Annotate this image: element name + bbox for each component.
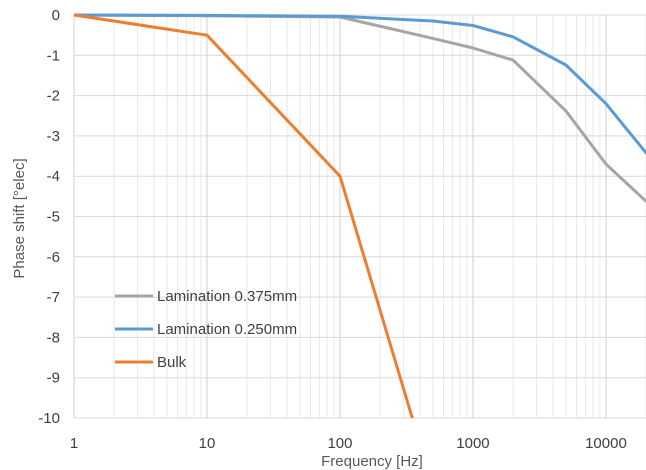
series-line-lamination-0-375mm	[74, 13, 646, 203]
legend: Lamination 0.375mm Lamination 0.250mm Bulk	[115, 288, 297, 371]
tick-labels: 0 -1 -2 -3 -4 -5 -6 -7 -8 -9 -10 1 10 100 1000 10000	[38, 7, 627, 452]
y-tick-label: -9	[47, 370, 60, 387]
y-tick-label: -3	[47, 128, 60, 145]
series-line-lamination-0-250mm	[74, 13, 646, 155]
x-tick-label: 10000	[585, 435, 627, 452]
x-axis-title: Frequency [Hz]	[321, 453, 423, 470]
y-axis-title: Phase shift [°elec]	[11, 158, 28, 278]
x-tick-label: 10	[199, 435, 216, 452]
y-tick-label: -4	[47, 168, 60, 185]
y-tick-label: -1	[47, 47, 60, 64]
y-tick-label: -10	[38, 410, 60, 427]
y-tick-label: -6	[47, 249, 60, 266]
y-tick-label: -5	[47, 209, 60, 226]
x-tick-label: 1	[70, 435, 78, 452]
y-tick-label: 0	[52, 7, 60, 24]
y-tick-label: -2	[47, 88, 60, 105]
x-tick-label: 100	[327, 435, 352, 452]
series-lines	[74, 13, 646, 418]
y-tick-label: -7	[47, 289, 60, 306]
legend-label: Bulk	[157, 354, 187, 371]
series-line-bulk	[74, 13, 414, 418]
y-tick-label: -8	[47, 329, 60, 346]
x-tick-label: 1000	[456, 435, 489, 452]
legend-label: Lamination 0.250mm	[157, 321, 297, 338]
legend-label: Lamination 0.375mm	[157, 288, 297, 305]
